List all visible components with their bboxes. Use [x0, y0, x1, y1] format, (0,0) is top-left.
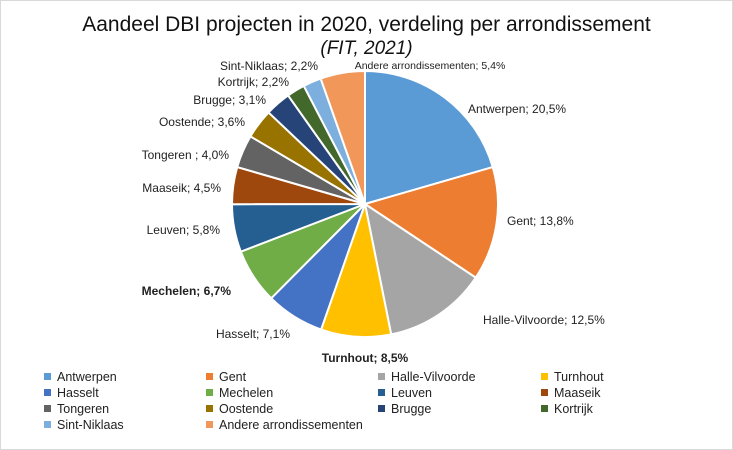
- chart-subtitle: (FIT, 2021): [320, 38, 413, 59]
- legend-label: Gent: [219, 370, 247, 384]
- legend-swatch: [206, 373, 213, 380]
- legend-item-antwerpen: Antwerpen: [44, 370, 117, 384]
- data-label-turnhout: Turnhout; 8,5%: [322, 351, 409, 365]
- legend-swatch: [541, 373, 548, 380]
- legend-swatch: [541, 405, 548, 412]
- legend-label: Hasselt: [57, 386, 99, 400]
- legend-item-leuven: Leuven: [378, 386, 432, 400]
- pie-slice-antwerpen: [364, 69, 495, 206]
- legend-label: Kortrijk: [554, 402, 593, 416]
- data-label-leuven: Leuven; 5,8%: [147, 223, 221, 237]
- legend-item-tongeren: Tongeren: [44, 402, 109, 416]
- legend-label: Sint-Niklaas: [57, 418, 124, 432]
- data-label-brugge: Brugge; 3,1%: [193, 93, 266, 107]
- legend-swatch: [44, 421, 51, 428]
- data-label-tongeren: Tongeren ; 4,0%: [142, 148, 230, 162]
- legend-swatch: [44, 373, 51, 380]
- legend-label: Tongeren: [57, 402, 110, 416]
- legend-label: Mechelen: [219, 386, 274, 400]
- legend-item-brugge: Brugge: [378, 402, 431, 416]
- legend-swatch: [206, 421, 213, 428]
- legend-item-maaseik: Maaseik: [541, 386, 601, 400]
- legend-swatch: [44, 405, 51, 412]
- legend-item-hasselt: Hasselt: [44, 386, 99, 400]
- legend-swatch: [378, 405, 385, 412]
- legend-item-oostende: Oostende: [206, 402, 273, 416]
- pie-slice-andere-arrondissementen: [319, 69, 366, 205]
- legend-swatch: [378, 373, 385, 380]
- legend-swatch: [206, 405, 213, 412]
- legend-item-mechelen: Mechelen: [206, 386, 273, 400]
- data-label-hasselt: Hasselt; 7,1%: [216, 327, 290, 341]
- legend-label: Antwerpen: [57, 370, 117, 384]
- data-label-halle-vilvoorde: Halle-Vilvoorde; 12,5%: [483, 313, 605, 327]
- legend-label: Oostende: [219, 402, 274, 416]
- legend-item-kortrijk: Kortrijk: [541, 402, 593, 416]
- data-label-andere-arrondissementen: Andere arrondissementen; 5,4%: [355, 60, 506, 72]
- data-label-sint-niklaas: Sint-Niklaas; 2,2%: [220, 59, 318, 73]
- legend-item-gent: Gent: [206, 370, 246, 384]
- legend-label: Andere arrondissementen: [219, 418, 363, 432]
- legend-label: Halle-Vilvoorde: [391, 370, 476, 384]
- data-label-mechelen: Mechelen; 6,7%: [142, 284, 232, 298]
- legend-label: Brugge: [391, 402, 432, 416]
- pie-slice-gent: [362, 165, 499, 279]
- legend-item-halle-vilvoorde: Halle-Vilvoorde: [378, 370, 476, 384]
- legend-swatch: [541, 389, 548, 396]
- chart-title: Aandeel DBI projecten in 2020, verdeling…: [82, 13, 651, 36]
- data-label-maaseik: Maaseik; 4,5%: [142, 181, 221, 195]
- data-label-gent: Gent; 13,8%: [507, 214, 574, 228]
- legend-swatch: [206, 389, 213, 396]
- legend-swatch: [44, 389, 51, 396]
- legend-label: Maaseik: [554, 386, 601, 400]
- data-label-oostende: Oostende; 3,6%: [159, 115, 245, 129]
- legend-label: Turnhout: [554, 370, 604, 384]
- data-label-kortrijk: Kortrijk; 2,2%: [218, 75, 290, 89]
- legend-item-sint-niklaas: Sint-Niklaas: [44, 418, 124, 432]
- pie-slice-halle-vilvoorde: [363, 201, 478, 336]
- legend-item-turnhout: Turnhout: [541, 370, 604, 384]
- legend-swatch: [378, 389, 385, 396]
- data-label-antwerpen: Antwerpen; 20,5%: [468, 102, 566, 116]
- legend-label: Leuven: [391, 386, 433, 400]
- legend-item-andere-arrondissementen: Andere arrondissementen: [206, 418, 363, 432]
